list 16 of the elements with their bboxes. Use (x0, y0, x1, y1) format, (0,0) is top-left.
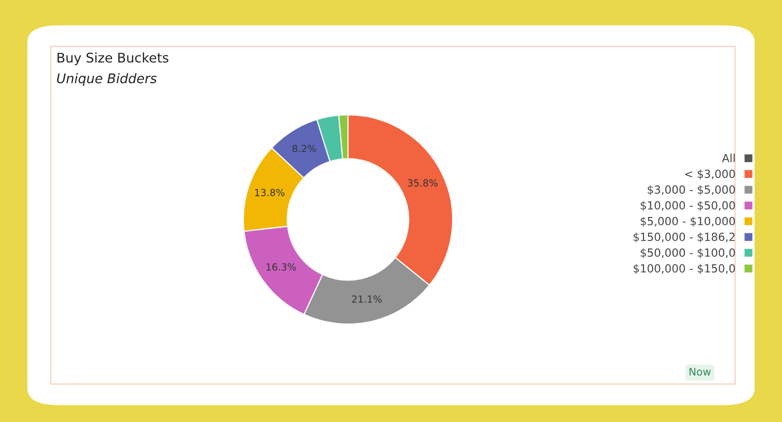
legend-label: $3,000 - $5,000 (648, 185, 735, 196)
text: Unique Bidders (57, 73, 157, 86)
legend-label: $50,000 - $100,0 (640, 248, 735, 258)
legend-label: All (722, 154, 735, 162)
legend-label: < $3,000 (685, 169, 735, 180)
legend-label: $10,000 - $50,00 (640, 200, 735, 212)
data-label: 16.3% (266, 263, 296, 271)
data-label: 35.8% (408, 179, 438, 187)
data-label: 21.1% (352, 295, 382, 303)
text: Now (690, 368, 711, 376)
legend-label: $5,000 - $10,000 (640, 216, 735, 227)
legend-label: $150,000 - $186,2 (634, 232, 735, 243)
data-label: 8.2% (292, 144, 316, 152)
legend-label: $100,000 - $150,0 (634, 264, 735, 274)
text: Buy Size Buckets (58, 52, 168, 66)
data-label: 13.8% (255, 188, 284, 196)
